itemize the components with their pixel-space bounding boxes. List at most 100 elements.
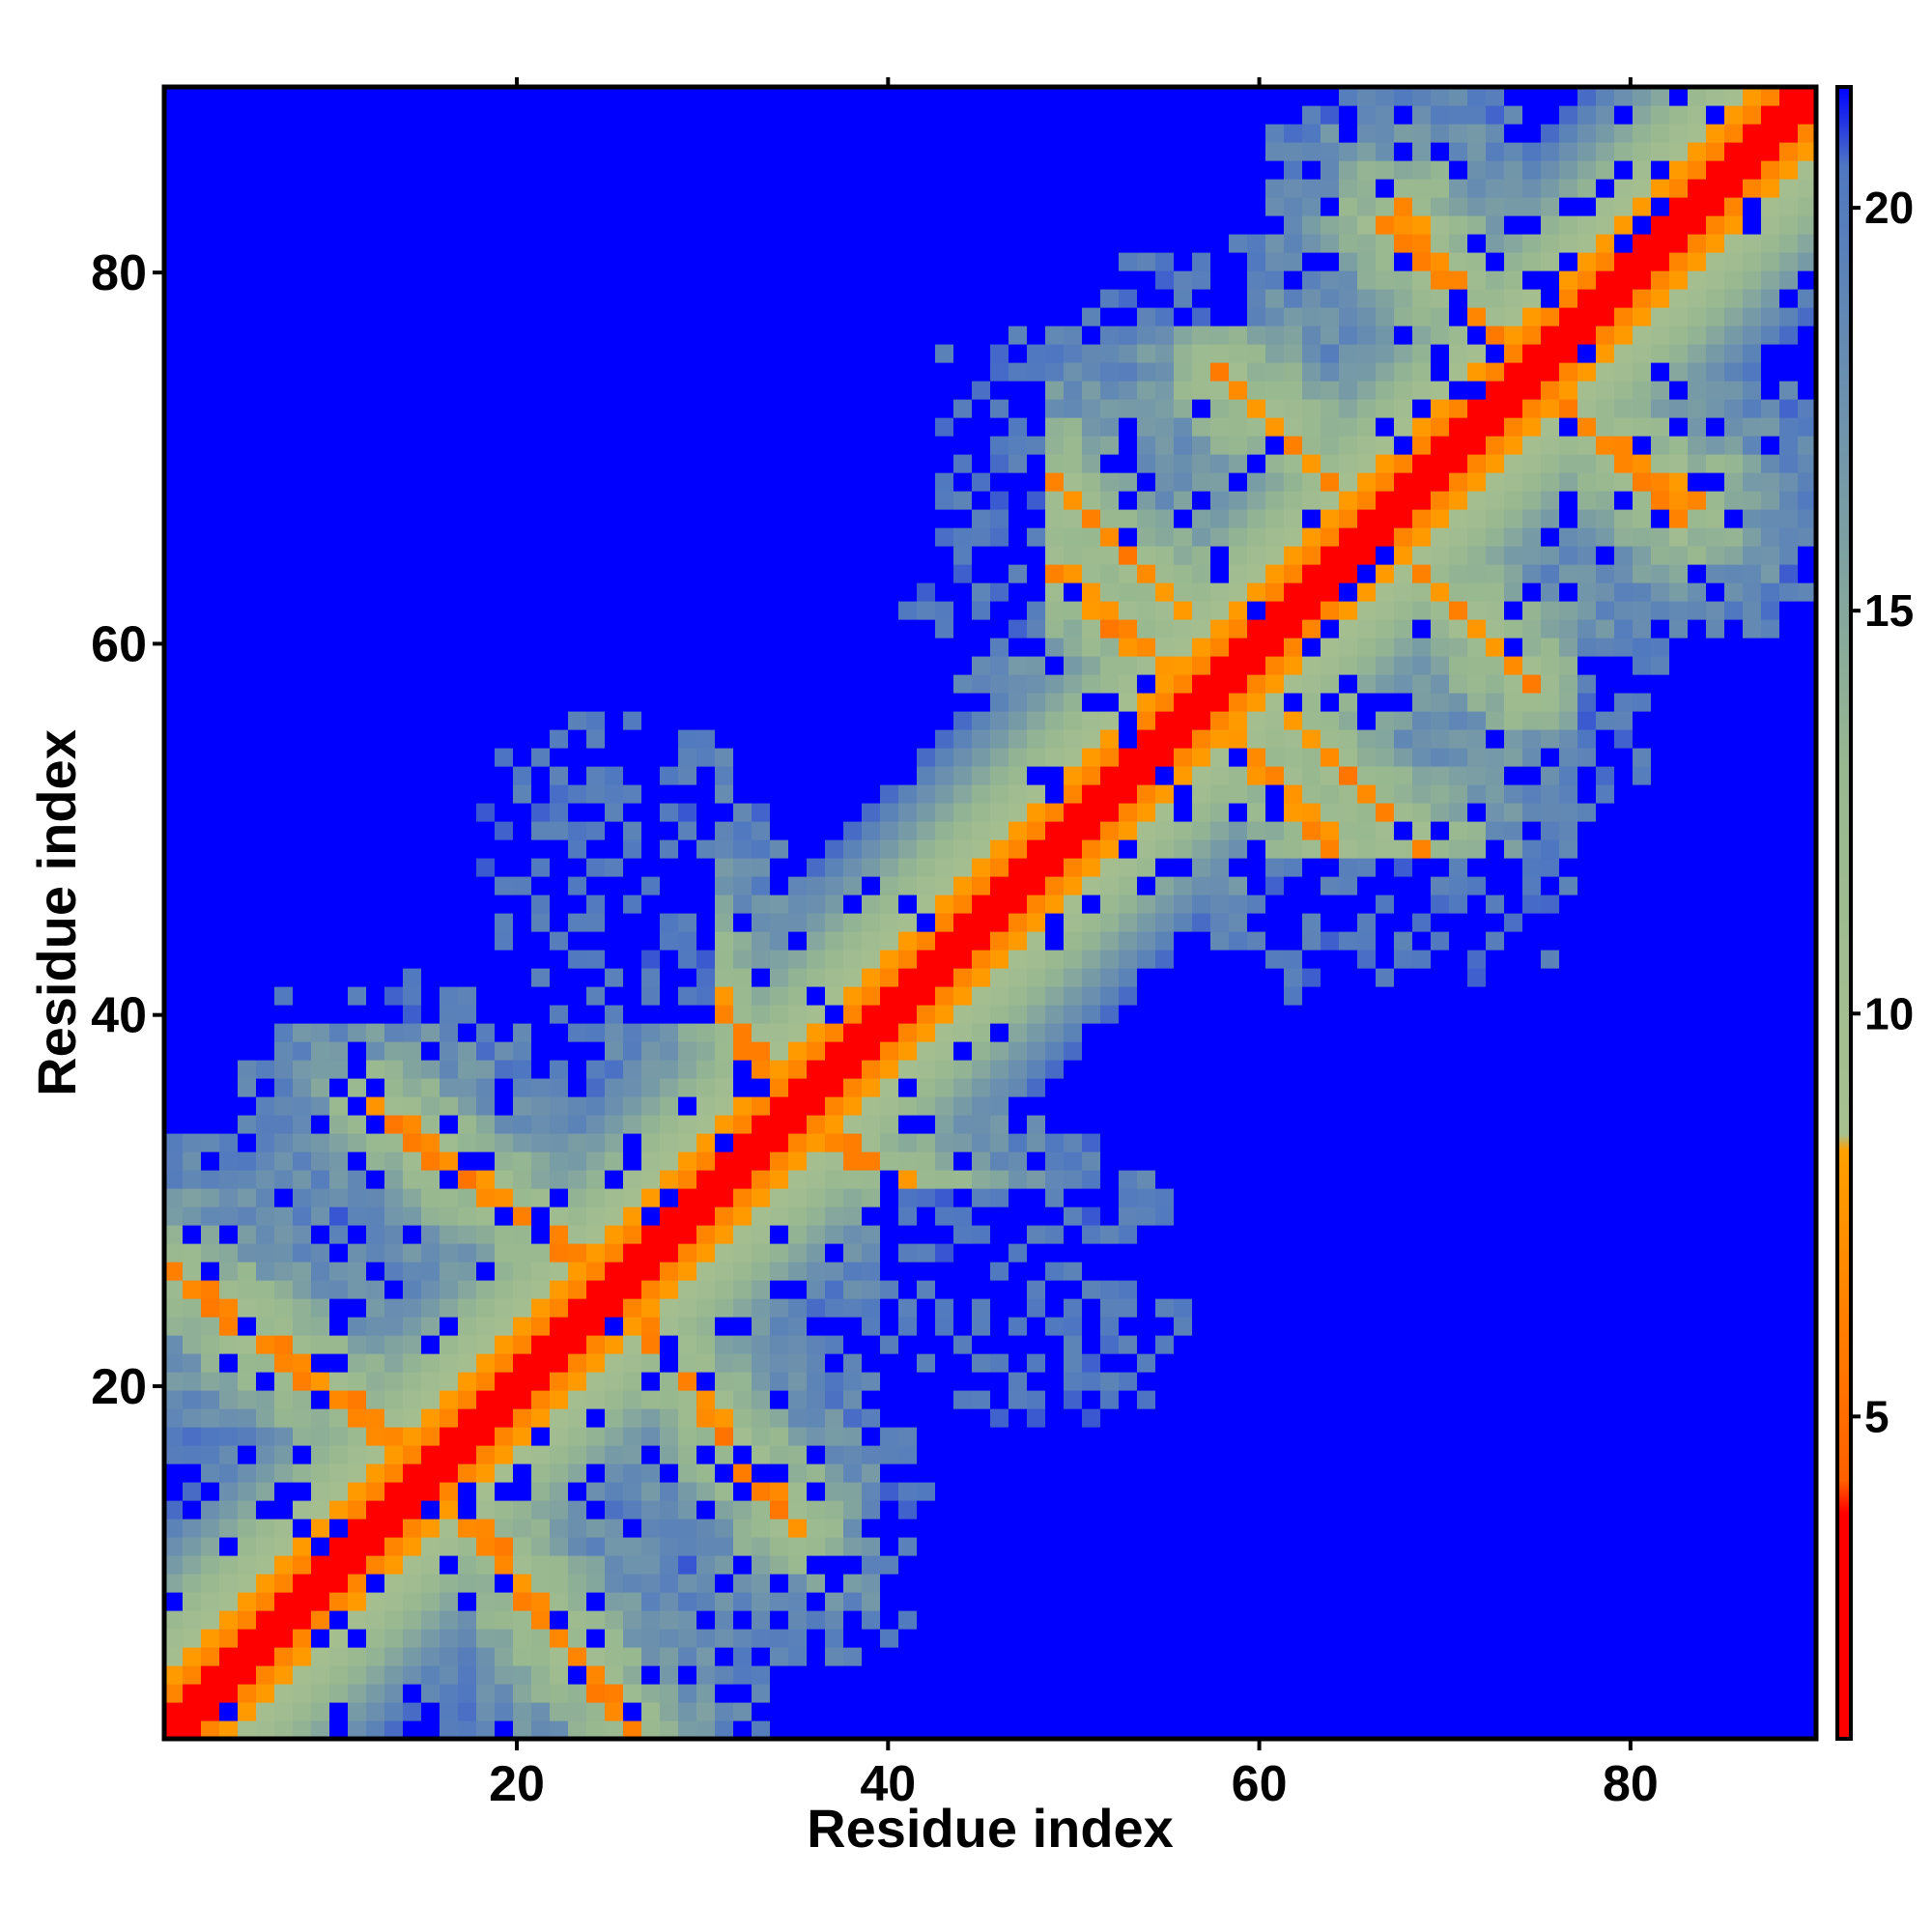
heatmap-cell xyxy=(274,1060,294,1079)
heatmap-cell xyxy=(752,1207,771,1226)
heatmap-cell xyxy=(495,289,514,308)
heatmap-cell xyxy=(1137,454,1156,473)
heatmap-cell xyxy=(238,1243,257,1263)
heatmap-cell xyxy=(550,87,569,106)
heatmap-cell xyxy=(293,1353,312,1373)
heatmap-cell xyxy=(752,105,771,125)
heatmap-cell xyxy=(1045,307,1065,327)
heatmap-cell xyxy=(623,1519,642,1538)
heatmap-cell xyxy=(990,179,1009,198)
heatmap-cell xyxy=(238,1610,257,1630)
heatmap-cell xyxy=(329,895,349,914)
heatmap-cell xyxy=(678,527,697,547)
heatmap-cell xyxy=(1045,546,1065,565)
heatmap-cell xyxy=(715,1005,734,1024)
heatmap-cell xyxy=(605,1555,624,1575)
heatmap-cell xyxy=(476,674,496,694)
heatmap-cell xyxy=(678,839,697,859)
heatmap-cell xyxy=(1119,858,1138,877)
heatmap-cell xyxy=(458,1005,477,1024)
heatmap-cell xyxy=(807,1151,826,1171)
heatmap-cell xyxy=(1045,858,1065,877)
heatmap-cell xyxy=(384,1445,404,1464)
heatmap-cell xyxy=(843,527,863,547)
heatmap-cell xyxy=(1137,1702,1156,1721)
heatmap-cell xyxy=(733,344,753,363)
heatmap-cell xyxy=(293,1262,312,1281)
heatmap-cell xyxy=(843,1519,863,1538)
heatmap-cell xyxy=(329,87,349,106)
heatmap-cell xyxy=(678,693,697,712)
heatmap-cell xyxy=(1009,1390,1028,1409)
heatmap-cell xyxy=(953,1353,973,1373)
heatmap-cell xyxy=(641,1317,661,1336)
heatmap-cell xyxy=(1064,729,1083,749)
heatmap-cell xyxy=(1155,197,1175,216)
heatmap-cell xyxy=(531,1207,551,1226)
heatmap-cell xyxy=(1174,1298,1193,1318)
heatmap-cell xyxy=(476,1188,496,1208)
heatmap-cell xyxy=(1100,1023,1120,1042)
heatmap-cell xyxy=(898,326,918,345)
heatmap-cell xyxy=(770,1537,789,1556)
heatmap-cell xyxy=(807,986,826,1006)
heatmap-cell xyxy=(696,931,716,951)
heatmap-cell xyxy=(990,326,1009,345)
heatmap-cell xyxy=(733,656,753,675)
heatmap-cell xyxy=(256,307,275,327)
heatmap-cell xyxy=(513,931,532,951)
heatmap-cell xyxy=(256,638,275,657)
heatmap-cell xyxy=(715,638,734,657)
heatmap-cell xyxy=(183,1262,202,1281)
heatmap-cell xyxy=(403,803,422,822)
heatmap-cell xyxy=(421,1005,440,1024)
heatmap-cell xyxy=(972,638,991,657)
heatmap-cell xyxy=(495,1555,514,1575)
heatmap-cell xyxy=(366,601,385,620)
heatmap-cell xyxy=(293,1151,312,1171)
heatmap-cell xyxy=(293,1298,312,1318)
heatmap-cell xyxy=(935,913,954,932)
heatmap-cell xyxy=(880,326,899,345)
heatmap-cell xyxy=(440,252,459,271)
heatmap-cell xyxy=(256,344,275,363)
heatmap-cell xyxy=(183,105,202,125)
heatmap-cell xyxy=(238,582,257,602)
heatmap-cell xyxy=(641,527,661,547)
heatmap-cell xyxy=(1155,160,1175,180)
heatmap-cell xyxy=(1027,858,1046,877)
heatmap-cell xyxy=(1155,509,1175,528)
heatmap-cell xyxy=(219,895,239,914)
heatmap-cell xyxy=(862,1574,881,1593)
heatmap-cell xyxy=(219,1390,239,1409)
heatmap-cell xyxy=(807,1684,826,1703)
heatmap-cell xyxy=(458,197,477,216)
heatmap-cell xyxy=(1009,1335,1028,1354)
heatmap-cell xyxy=(623,1427,642,1446)
heatmap-cell xyxy=(513,858,532,877)
heatmap-cell xyxy=(880,491,899,510)
heatmap-cell xyxy=(403,289,422,308)
heatmap-cell xyxy=(935,509,954,528)
heatmap-cell xyxy=(1137,307,1156,327)
heatmap-cell xyxy=(1137,1720,1156,1740)
heatmap-cell xyxy=(238,124,257,143)
heatmap-cell xyxy=(880,711,899,730)
heatmap-cell xyxy=(1119,1353,1138,1373)
heatmap-cell xyxy=(201,1041,220,1061)
heatmap-cell xyxy=(421,638,440,657)
heatmap-cell xyxy=(972,124,991,143)
heatmap-cell xyxy=(825,1353,844,1373)
heatmap-cell xyxy=(953,179,973,198)
heatmap-cell xyxy=(605,289,624,308)
heatmap-cell xyxy=(623,1207,642,1226)
heatmap-cell xyxy=(788,656,808,675)
heatmap-cell xyxy=(1137,1647,1156,1666)
heatmap-cell xyxy=(1027,1005,1046,1024)
heatmap-cell xyxy=(256,1096,275,1116)
heatmap-cell xyxy=(678,234,697,253)
heatmap-cell xyxy=(513,1225,532,1244)
heatmap-cell xyxy=(440,582,459,602)
heatmap-cell xyxy=(788,197,808,216)
heatmap-cell xyxy=(1082,821,1101,840)
